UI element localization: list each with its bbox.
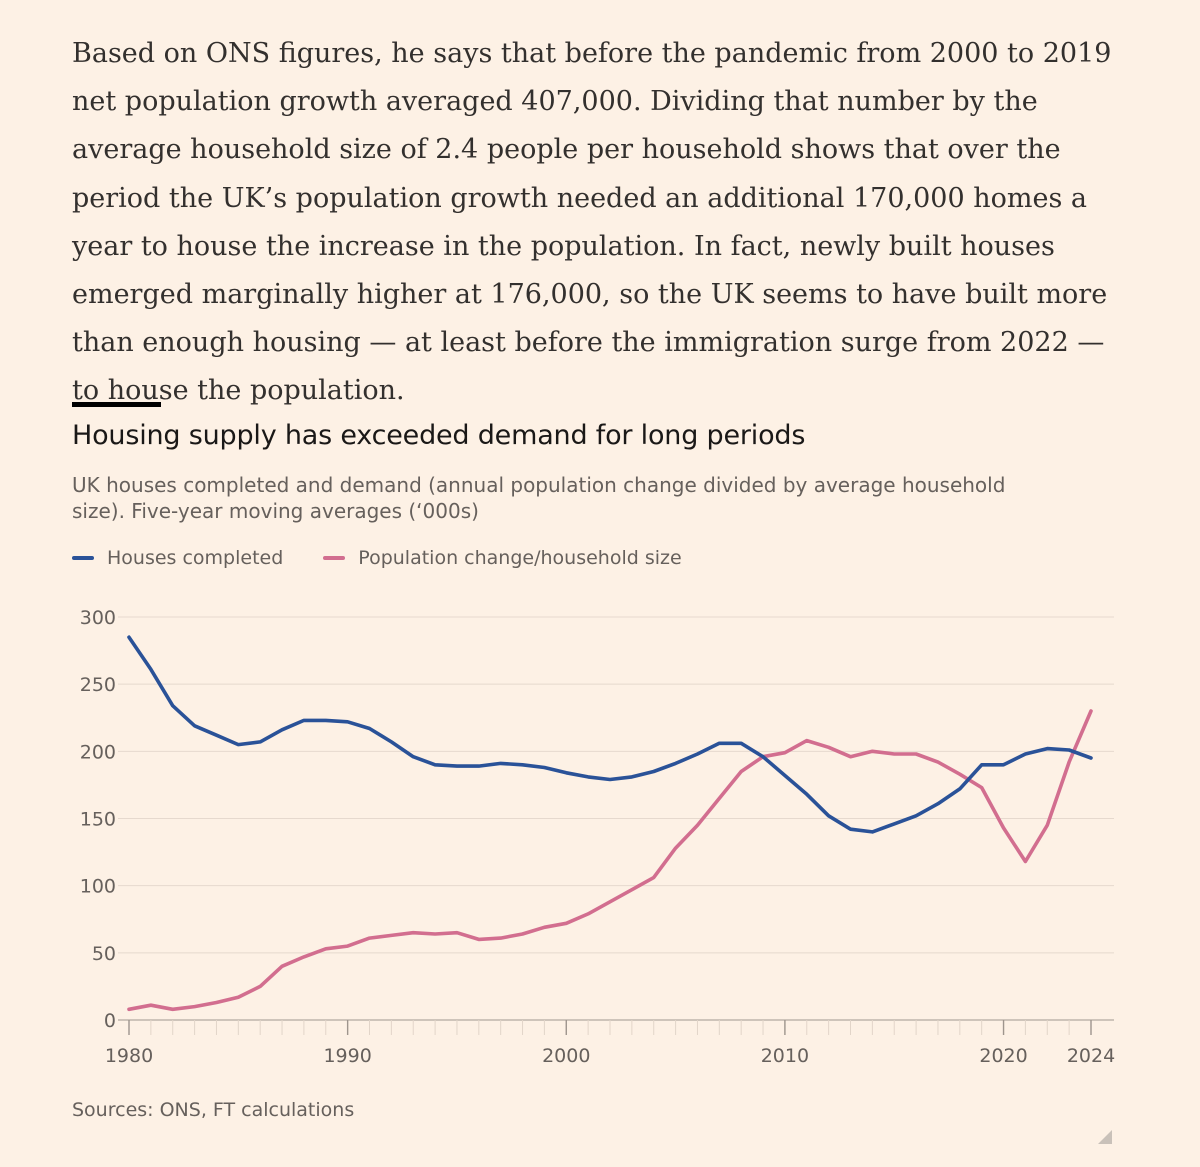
legend-item-houses-completed: Houses completed — [72, 547, 283, 569]
chart-source: Sources: ONS, FT calculations — [72, 1099, 355, 1121]
y-axis-tick-labels: 0 50 100 150 200 250 300 — [80, 607, 116, 1032]
series-line-houses-completed — [127, 635, 1093, 834]
series-line-population-change-household-size — [127, 709, 1093, 1012]
article-paragraph: Based on ONS figures, he says that befor… — [72, 38, 1112, 407]
x-tick-label-2000: 2000 — [542, 1045, 590, 1067]
legend-swatch-population-change — [323, 556, 346, 560]
y-tick-label-100: 100 — [80, 876, 116, 898]
y-tick-label-250: 250 — [80, 674, 116, 696]
legend-label-population-change: Population change/household size — [358, 547, 682, 569]
y-tick-label-200: 200 — [80, 741, 116, 763]
x-tick-label-2020: 2020 — [979, 1045, 1027, 1067]
chart-header-rule — [72, 402, 161, 407]
legend-swatch-houses-completed — [72, 556, 94, 560]
y-tick-label-150: 150 — [80, 809, 116, 831]
y-tick-label-50: 50 — [92, 943, 116, 965]
x-tick-label-2024: 2024 — [1067, 1045, 1115, 1067]
x-tick-label-2010: 2010 — [761, 1045, 809, 1067]
x-axis: 1980 1990 2000 2010 2020 2024 — [105, 1019, 1115, 1067]
legend-item-population-change: Population change/household size — [323, 547, 682, 569]
resize-corner-icon — [1098, 1130, 1112, 1144]
x-tick-label-1990: 1990 — [323, 1045, 371, 1067]
chart-series-lines — [127, 635, 1093, 1012]
chart-gridlines — [118, 616, 1114, 954]
y-tick-label-0: 0 — [104, 1010, 116, 1032]
x-tick-label-1980: 1980 — [105, 1045, 153, 1067]
chart-legend: Houses completed Population change/house… — [72, 547, 722, 569]
legend-label-houses-completed: Houses completed — [107, 547, 284, 569]
line-chart: 0 50 100 150 200 250 300 1980 1990 2000 2010 2020 2… — [80, 607, 1115, 1067]
chart-subtitle: UK houses completed and demand (annual p… — [72, 473, 1006, 523]
chart-title: Housing supply has exceeded demand for l… — [72, 420, 806, 451]
y-tick-label-300: 300 — [80, 607, 116, 629]
